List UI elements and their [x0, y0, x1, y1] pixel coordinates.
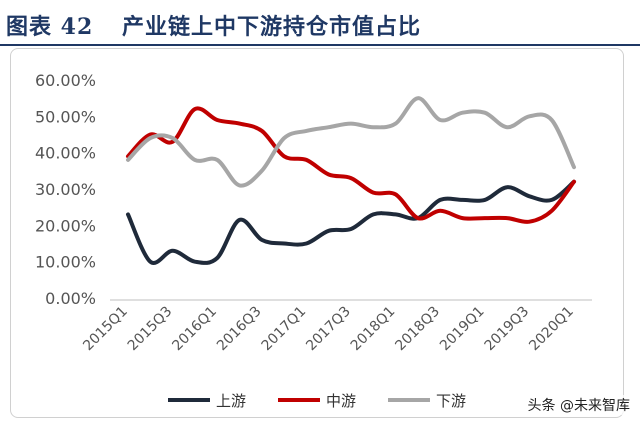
watermark: 头条 @未来智库 — [525, 395, 632, 415]
x-tick-label: 2018Q3 — [392, 304, 443, 355]
series-lines — [126, 96, 576, 265]
series-line-下游 — [126, 96, 576, 188]
header-rule — [0, 44, 640, 46]
legend-label: 下游 — [436, 392, 466, 410]
series-line-中游 — [126, 106, 576, 224]
x-tick-label: 2019Q3 — [482, 304, 533, 355]
x-axis: 2015Q12015Q32016Q12016Q32017Q12017Q32018… — [80, 299, 592, 355]
figure-number: 图表 42 — [6, 14, 94, 40]
legend: 上游 中游 下游 — [168, 392, 466, 410]
x-tick-label: 2016Q1 — [169, 304, 220, 355]
figure-title: 产业链上中下游持仓市值占比 — [122, 14, 422, 40]
y-tick-label: 50.00% — [35, 107, 96, 126]
x-tick-label: 2017Q1 — [259, 304, 310, 355]
y-tick-label: 60.00% — [35, 71, 96, 90]
x-tick-label: 2015Q1 — [80, 304, 131, 355]
y-tick-label: 20.00% — [35, 216, 96, 235]
y-tick-label: 0.00% — [45, 289, 96, 308]
x-tick-label: 2019Q1 — [437, 304, 488, 355]
y-tick-label: 40.00% — [35, 144, 96, 163]
chart-frame — [10, 48, 624, 418]
figure-header: 图表 42 产业链上中下游持仓市值占比 — [0, 0, 640, 46]
y-tick-label: 10.00% — [35, 253, 96, 272]
x-tick-label: 2017Q3 — [303, 304, 354, 355]
legend-label: 上游 — [216, 392, 246, 410]
x-tick-label: 2020Q1 — [526, 304, 577, 355]
y-axis: 0.00% 10.00% 20.00% 30.00% 40.00% 50.00% 60.00… — [35, 71, 96, 308]
x-tick-label: 2016Q3 — [214, 304, 265, 355]
x-tick-label: 2015Q3 — [125, 304, 176, 355]
legend-label: 中游 — [326, 392, 356, 410]
x-tick-label: 2018Q1 — [348, 304, 399, 355]
y-tick-label: 30.00% — [35, 180, 96, 199]
series-line-上游 — [126, 179, 576, 265]
